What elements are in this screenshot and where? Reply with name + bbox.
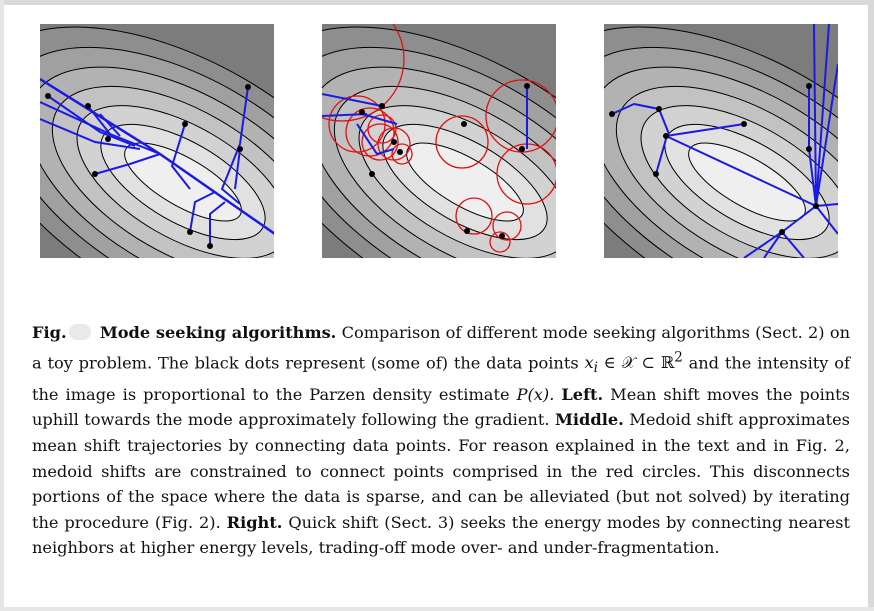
fig-label: Fig. (32, 323, 67, 342)
frame-left (0, 0, 4, 611)
caption-right-text: Quick shift (Sect. 3) seeks the energy m… (32, 512, 850, 558)
caption-text-2: and the intensity of the image is propor… (32, 352, 850, 404)
panel-medoid-shift (322, 24, 556, 258)
mean-shift-plot (40, 24, 274, 258)
caption-middle-text: Medoid shift approximates mean shift tra… (32, 410, 850, 532)
trajectory-lines (40, 77, 274, 246)
frame-right (868, 0, 874, 611)
panel-quick-shift (604, 24, 838, 258)
trajectory-lines (611, 24, 838, 258)
frame-top (0, 0, 874, 5)
frame-bottom (0, 607, 874, 611)
figure-caption: Fig. Mode seeking algorithms. Comparison… (32, 320, 850, 561)
caption-title: Mode seeking algorithms. (99, 323, 337, 342)
caption-text-1: Comparison of different mode seeking alg… (32, 323, 851, 372)
caption-left-text: Mean shift moves the points uphill towar… (32, 384, 850, 430)
trajectory-lines (322, 86, 528, 156)
caption-math-parzen: P(x). (516, 384, 555, 404)
redacted-figure-number (68, 324, 91, 340)
data-points (609, 83, 819, 235)
data-points (45, 84, 251, 249)
medoid-shift-plot (322, 24, 556, 258)
neighborhood-circles (322, 24, 556, 253)
data-points (359, 83, 530, 239)
caption-math-set: xi ∈ 𝒳 ⊂ ℝ2 (584, 349, 683, 377)
caption-right-label: Right. (226, 512, 283, 532)
quick-shift-plot (604, 24, 838, 258)
caption-left-label: Left. (561, 384, 604, 404)
panel-mean-shift (40, 24, 274, 258)
caption-middle-label: Middle. (554, 410, 624, 430)
